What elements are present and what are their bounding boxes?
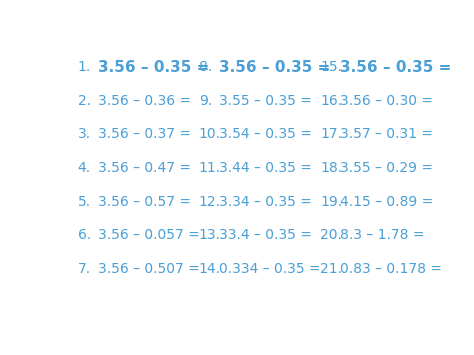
Text: 3.34 – 0.35 =: 3.34 – 0.35 = [219, 195, 312, 209]
Text: 12.: 12. [199, 195, 221, 209]
Text: 8.: 8. [199, 60, 212, 74]
Text: 3.56 – 0.57 =: 3.56 – 0.57 = [98, 195, 191, 209]
Text: 11.: 11. [199, 161, 221, 175]
Text: 3.57 – 0.31 =: 3.57 – 0.31 = [340, 127, 433, 141]
Text: 3.56 – 0.47 =: 3.56 – 0.47 = [98, 161, 191, 175]
Text: 8.3 – 1.78 =: 8.3 – 1.78 = [340, 228, 425, 242]
Text: 7.: 7. [78, 262, 91, 276]
Text: 4.15 – 0.89 =: 4.15 – 0.89 = [340, 195, 434, 209]
Text: 21.: 21. [320, 262, 342, 276]
Text: 0.334 – 0.35 =: 0.334 – 0.35 = [219, 262, 321, 276]
Text: 3.56 – 0.37 =: 3.56 – 0.37 = [98, 127, 191, 141]
Text: 18.: 18. [320, 161, 342, 175]
Text: 17.: 17. [320, 127, 342, 141]
Text: 3.: 3. [78, 127, 91, 141]
Text: 33.4 – 0.35 =: 33.4 – 0.35 = [219, 228, 312, 242]
Text: 19.: 19. [320, 195, 342, 209]
Text: 3.56 – 0.36 =: 3.56 – 0.36 = [98, 94, 191, 108]
Text: 9.: 9. [199, 94, 212, 108]
Text: 1.: 1. [78, 60, 91, 74]
Text: 14.: 14. [199, 262, 221, 276]
Text: 20.: 20. [320, 228, 342, 242]
Text: 6.: 6. [78, 228, 91, 242]
Text: 3.56 – 0.35 =: 3.56 – 0.35 = [98, 60, 209, 75]
Text: 0.83 – 0.178 =: 0.83 – 0.178 = [340, 262, 442, 276]
Text: 3.44 – 0.35 =: 3.44 – 0.35 = [219, 161, 312, 175]
Text: 16.: 16. [320, 94, 342, 108]
Text: 3.56 – 0.35 =: 3.56 – 0.35 = [219, 60, 330, 75]
Text: 4.: 4. [78, 161, 91, 175]
Text: 5.: 5. [78, 195, 91, 209]
Text: 3.56 – 0.057 =: 3.56 – 0.057 = [98, 228, 200, 242]
Text: 3.55 – 0.29 =: 3.55 – 0.29 = [340, 161, 433, 175]
Text: 3.56 – 0.507 =: 3.56 – 0.507 = [98, 262, 200, 276]
Text: 3.56 – 0.35 =: 3.56 – 0.35 = [340, 60, 452, 75]
Text: 10.: 10. [199, 127, 221, 141]
Text: 3.55 – 0.35 =: 3.55 – 0.35 = [219, 94, 312, 108]
Text: 3.56 – 0.30 =: 3.56 – 0.30 = [340, 94, 433, 108]
Text: 2.: 2. [78, 94, 91, 108]
Text: 13.: 13. [199, 228, 221, 242]
Text: 3.54 – 0.35 =: 3.54 – 0.35 = [219, 127, 312, 141]
Text: 15.: 15. [320, 60, 342, 74]
